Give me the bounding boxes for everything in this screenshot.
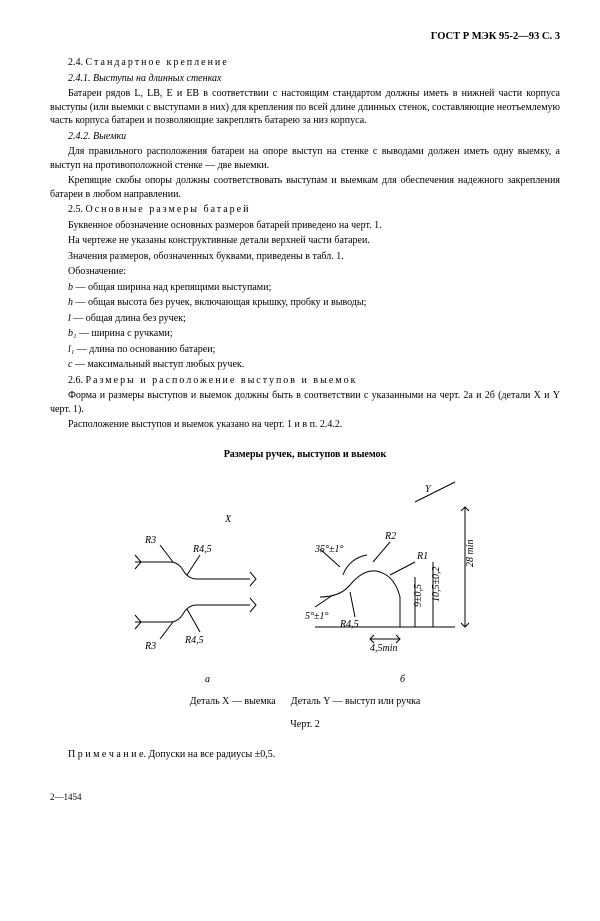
- svg-text:R4,5: R4,5: [339, 619, 359, 630]
- para-3: Батареи рядов L, LB, E и EB в соответств…: [50, 87, 560, 128]
- note: П р и м е ч а н и е. Допуски на все ради…: [50, 748, 560, 762]
- section-2-4-2: 2.4.2. Выемки: [50, 130, 560, 144]
- svg-text:R1: R1: [416, 551, 428, 562]
- svg-text:10,5±0,2: 10,5±0,2: [431, 567, 442, 603]
- svg-text:R2: R2: [384, 531, 396, 542]
- svg-text:5°±1°: 5°±1°: [305, 611, 329, 622]
- svg-text:R4,5: R4,5: [184, 635, 204, 646]
- svg-text:R4,5: R4,5: [192, 544, 212, 555]
- section-2-4-1: 2.4.1. Выступы на длинных стенках: [50, 72, 560, 86]
- def-b1: b₁ — ширина с ручками;: [50, 327, 560, 341]
- section-2-5: 2.5. Основные размеры батарей: [50, 203, 560, 217]
- para-5: Для правильного расположения батареи на …: [50, 145, 560, 172]
- figure-subcaptions: Деталь X — выемка Деталь Y — выступ или …: [50, 695, 560, 709]
- section-2-4: 2.4. Стандартное крепление: [50, 56, 560, 70]
- svg-text:35°±1°: 35°±1°: [314, 544, 344, 555]
- figure-caption: Черт. 2: [50, 718, 560, 732]
- para-8: Буквенное обозначение основных размеров …: [50, 219, 560, 233]
- para-11: Обозначение:: [50, 265, 560, 279]
- svg-text:Y: Y: [425, 484, 432, 495]
- svg-text:9±0,5: 9±0,5: [413, 584, 424, 607]
- svg-text:R3: R3: [144, 641, 156, 652]
- svg-text:28 min: 28 min: [465, 540, 476, 568]
- para-14: Расположение выступов и выемок указано н…: [50, 418, 560, 432]
- def-l1: l₁ — длина по основанию батареи;: [50, 343, 560, 357]
- section-2-6: 2.6. Размеры и расположение выступов и в…: [50, 374, 560, 388]
- svg-text:R3: R3: [144, 535, 156, 546]
- figure-2: X R3 R4,5 R3 R4,5 Y: [50, 467, 560, 667]
- page-footer: 2—1454: [50, 791, 560, 803]
- def-b: b — общая ширина над крепящими выступами…: [50, 281, 560, 295]
- def-h: h — общая высота без ручек, включающая к…: [50, 296, 560, 310]
- def-l: l — общая длина без ручек;: [50, 312, 560, 326]
- para-10: Значения размеров, обозначенных буквами,…: [50, 250, 560, 264]
- figure-part-labels: аб: [50, 673, 560, 687]
- para-9: На чертеже не указаны конструктивные дет…: [50, 234, 560, 248]
- svg-text:X: X: [224, 514, 232, 525]
- svg-text:4,5min: 4,5min: [370, 643, 398, 654]
- doc-header: ГОСТ Р МЭК 95-2—93 С. 3: [50, 30, 560, 44]
- figure-title: Размеры ручек, выступов и выемок: [50, 448, 560, 462]
- para-6: Крепящие скобы опоры должны соответствов…: [50, 174, 560, 201]
- para-13: Форма и размеры выступов и выемок должны…: [50, 389, 560, 416]
- def-c: c — максимальный выступ любых ручек.: [50, 358, 560, 372]
